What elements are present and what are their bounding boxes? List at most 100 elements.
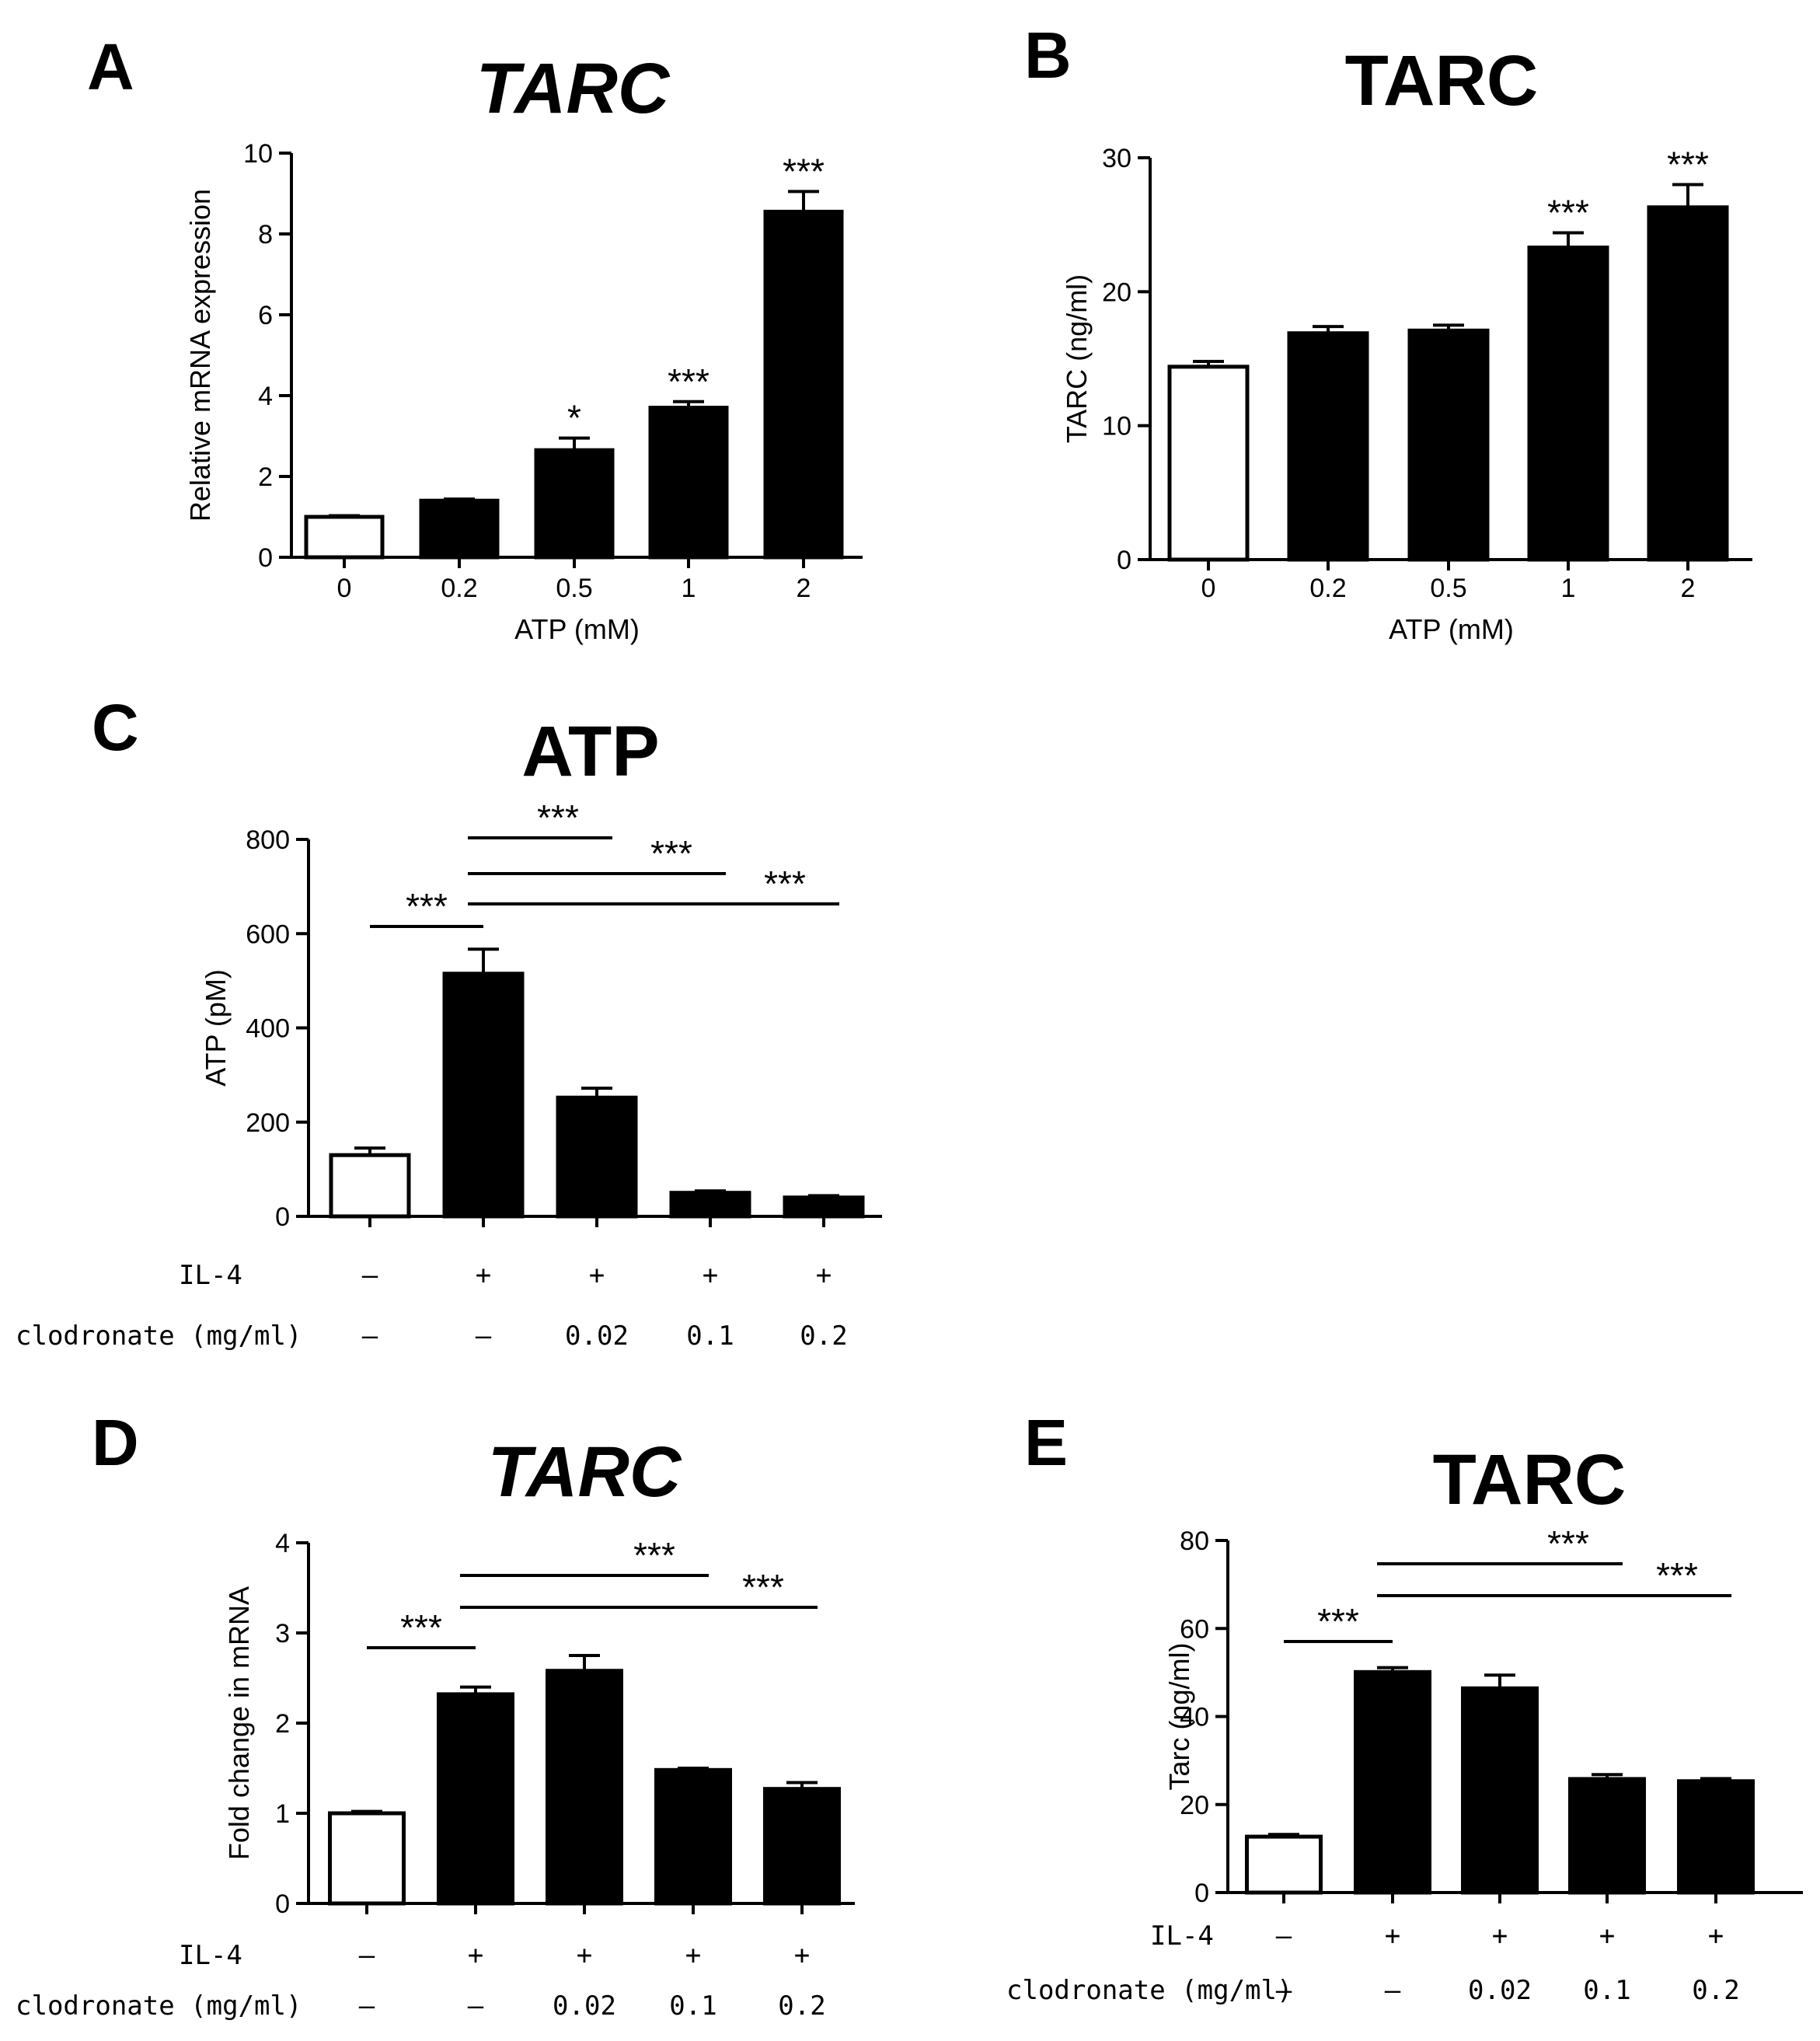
condition-value: + [1385,1921,1400,1952]
bar [1677,1779,1755,1895]
bar [763,1787,841,1906]
x-axis-label: ATP (mM) [514,613,640,645]
condition-value: 0.02 [1468,1975,1532,2006]
x-tick-label: 2 [797,574,811,603]
x-tick-label: 0 [1201,574,1216,603]
y-tick-label: 20 [1180,1791,1209,1820]
condition-value: + [685,1940,701,1971]
condition-value: – [1276,1975,1292,2006]
condition-value: – [359,1940,375,1971]
condition-value: + [794,1940,810,1971]
condition-value: + [816,1260,832,1291]
y-tick-label: 20 [1102,277,1131,307]
bracket-label: *** [650,833,692,874]
condition-value: – [468,1990,484,2022]
y-tick-label: 10 [1102,412,1131,441]
y-tick-label: 60 [1180,1614,1209,1644]
condition-label: IL-4 [1150,1921,1214,1952]
x-tick-label: 2 [1681,574,1696,603]
chart-title: TARC [1345,41,1539,120]
significance-label: * [567,398,581,438]
condition-label: clodronate (mg/ml) [16,1990,302,2022]
condition-value: + [1599,1921,1615,1952]
y-tick-label: 0 [258,543,273,573]
y-tick-label: 10 [243,139,273,169]
y-tick-label: 0 [1194,1879,1209,1908]
bar [1647,205,1729,562]
condition-value: – [359,1990,375,2022]
panel-b: B TARC 0 10 20 30 TARC (ng/ml) 0 0.2 0.5 1 *** 2 *** A… [1024,19,1752,645]
bar [556,1095,638,1219]
significance-label: *** [1547,193,1589,233]
y-tick-label: 6 [258,301,273,330]
x-tick-label: 0.2 [1309,574,1346,603]
y-axis-label: TARC (ng/ml) [1061,274,1093,443]
condition-value: 0.1 [669,1990,716,2022]
x-tick-label: 0 [337,574,352,603]
bar [304,515,385,560]
panel-e: E TARC 0 20 40 60 80 Tarc (ng/ml) IL-4 – + + + + clodr… [1006,1406,1803,2006]
bracket-label: *** [633,1535,675,1575]
significance-label: *** [783,151,825,191]
bar [1407,328,1490,562]
condition-value: 0.2 [800,1321,847,1352]
bar [1287,331,1369,562]
bracket-label: *** [764,864,806,904]
y-tick-label: 200 [246,1108,290,1138]
bar [534,448,615,560]
condition-value: – [476,1321,492,1352]
panel-c: C ATP 0 200 400 600 800 ATP (pM) IL-4 – + + + + clodro… [16,691,882,1352]
panel-letter: B [1024,19,1072,92]
y-tick-label: 600 [246,919,290,949]
y-axis-label: ATP (pM) [200,969,232,1087]
y-axis-label: Fold change in mRNA [223,1586,255,1860]
condition-value: + [589,1260,605,1291]
condition-value: 0.2 [1692,1975,1739,2006]
bracket-label: *** [537,797,579,838]
y-tick-label: 30 [1102,144,1131,173]
bar [1354,1669,1431,1895]
condition-value: 0.2 [778,1990,825,2022]
bracket-label: *** [406,886,448,926]
y-tick-label: 2 [275,1709,290,1739]
chart-title: TARC [1433,1440,1626,1519]
bracket-label: *** [742,1567,784,1607]
bar [1167,365,1250,562]
x-tick-label: 0.2 [441,574,477,603]
y-tick-label: 1 [275,1799,290,1829]
chart-title: TARC [488,1432,682,1512]
y-tick-label: 8 [258,220,273,249]
bar [669,1191,751,1219]
panel-letter: D [92,1406,139,1479]
condition-value: + [476,1260,491,1291]
condition-value: + [703,1260,718,1291]
bar [546,1669,623,1906]
bar [437,1692,514,1906]
bar [1527,245,1609,562]
y-tick-label: 800 [246,825,290,855]
condition-label: IL-4 [179,1940,242,1971]
x-tick-label: 0.5 [556,574,592,603]
condition-value: – [362,1321,378,1352]
panel-letter: A [87,30,134,103]
x-axis-label: ATP (mM) [1389,613,1514,645]
x-tick-label: 1 [1561,574,1576,603]
x-tick-label: 0.5 [1430,574,1466,603]
bar [442,972,525,1219]
condition-label: clodronate (mg/ml) [1006,1975,1292,2006]
y-axis-label: Relative mRNA expression [184,189,216,522]
bar [419,498,500,560]
bar [1568,1777,1646,1895]
panel-letter: C [92,691,139,764]
y-tick-label: 2 [258,462,273,492]
condition-value: + [1708,1921,1724,1952]
bar [648,406,729,560]
x-tick-label: 1 [682,574,696,603]
condition-value: – [362,1260,378,1291]
condition-value: 0.02 [553,1990,616,2022]
y-tick-label: 40 [1180,1703,1209,1732]
y-axis-label: Tarc (ng/ml) [1163,1642,1195,1790]
condition-value: 0.1 [1583,1975,1630,2006]
condition-label: IL-4 [179,1260,242,1291]
